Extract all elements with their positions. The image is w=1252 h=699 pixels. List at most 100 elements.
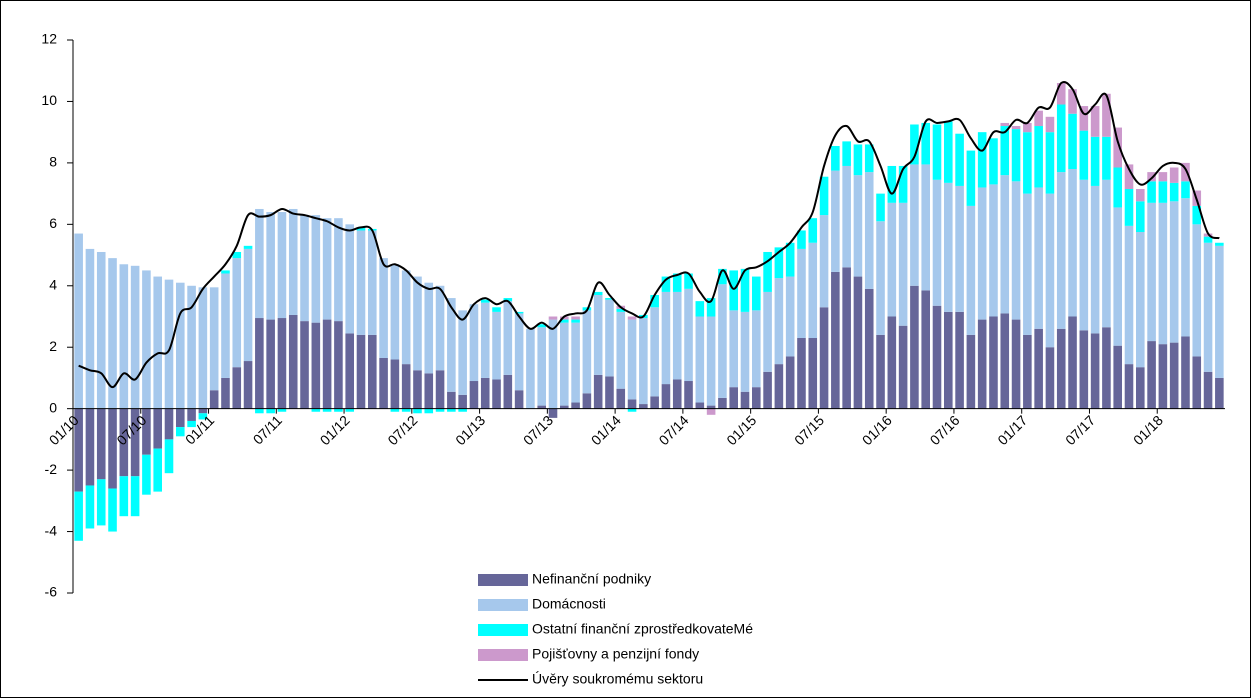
bar-segment [537, 324, 546, 328]
bar-segment [277, 408, 287, 412]
bar-segment [1136, 367, 1145, 409]
bar-segment [1034, 110, 1043, 127]
bar-segment [1023, 122, 1032, 133]
bar-segment [130, 265, 140, 409]
bar-segment [1045, 116, 1055, 133]
bar-segment [153, 408, 162, 449]
bar-segment [1124, 225, 1134, 365]
bar-segment [288, 314, 298, 409]
bar-segment [853, 175, 863, 277]
bar-segment [1000, 175, 1010, 314]
bar-segment [198, 413, 208, 420]
legend-label: Domácnosti [532, 596, 606, 612]
bar-segment [819, 307, 829, 409]
bar-segment [142, 454, 151, 495]
bar-segment [955, 133, 964, 186]
bar-segment [1147, 172, 1156, 182]
bar-segment [1023, 193, 1032, 335]
bar-segment [785, 242, 795, 277]
bar-segment [1169, 342, 1179, 409]
bar-segment [458, 408, 467, 412]
bar-segment [752, 310, 761, 388]
bar-segment [763, 251, 772, 292]
bar-segment [390, 408, 400, 412]
bar-segment [232, 251, 242, 259]
bar-segment [898, 325, 908, 409]
bar-segment [503, 374, 513, 409]
bar-segment [447, 408, 456, 412]
bar-segment [390, 264, 400, 360]
bar-segment [1147, 181, 1156, 203]
bar-segment [853, 276, 863, 409]
bar-segment [1181, 162, 1190, 182]
bar-segment [1079, 130, 1089, 180]
bar-segment [537, 327, 546, 406]
bar-segment [334, 321, 343, 409]
bar-segment [209, 390, 219, 409]
bar-segment [119, 264, 129, 409]
bar-segment [401, 364, 411, 409]
y-tick-label: 10 [41, 92, 57, 108]
bar-segment [966, 205, 976, 335]
bar-segment [593, 294, 603, 375]
y-tick-label: -6 [45, 584, 58, 600]
bar-segment [96, 479, 106, 526]
bar-segment [96, 408, 106, 480]
bar-segment [164, 279, 174, 409]
bar-segment [695, 402, 705, 409]
bar-segment [819, 215, 829, 308]
bar-segment [424, 408, 434, 414]
bar-segment [1034, 126, 1043, 188]
bar-segment [1000, 122, 1010, 127]
bar-segment [864, 144, 874, 173]
bar-segment [96, 251, 106, 409]
bar-segment [1215, 377, 1224, 409]
bar-segment [1079, 106, 1089, 131]
bar-segment [560, 405, 569, 409]
bar-segment [130, 408, 140, 477]
bar-segment [514, 313, 524, 391]
bar-segment [977, 132, 987, 188]
y-tick-label: 0 [49, 399, 57, 415]
bar-segment [605, 298, 614, 300]
bar-segment [729, 387, 738, 409]
bar-segment [243, 248, 253, 362]
bar-segment [616, 311, 626, 389]
bar-segment [1023, 132, 1032, 194]
bar-segment [1090, 136, 1100, 186]
bar-segment [898, 202, 908, 326]
bar-segment [221, 377, 230, 409]
bar-segment [447, 391, 456, 409]
bar-segment [842, 141, 851, 166]
bar-segment [763, 371, 772, 409]
bar-segment [740, 391, 750, 409]
bar-segment [831, 145, 840, 171]
bar-segment [910, 285, 919, 409]
bar-segment [537, 405, 546, 409]
bar-segment [288, 208, 298, 315]
bar-segment [153, 276, 162, 409]
bar-segment [831, 271, 840, 409]
bar-segment [368, 334, 377, 409]
bar-segment [1045, 193, 1055, 348]
bar-segment [977, 187, 987, 320]
bar-segment [605, 376, 614, 409]
bar-segment [85, 485, 95, 529]
bar-segment [1011, 181, 1021, 320]
bar-segment [842, 165, 851, 268]
bar-segment [966, 150, 976, 206]
bar-segment [1124, 189, 1134, 226]
bar-segment [1056, 172, 1066, 329]
bar-segment [243, 245, 253, 249]
bar-segment [198, 408, 208, 414]
bar-segment [1203, 371, 1213, 409]
bar-segment [932, 305, 942, 409]
bar-segment [1147, 202, 1156, 342]
bar-segment [514, 311, 524, 314]
bar-segment [334, 218, 343, 322]
bar-segment [650, 294, 659, 308]
bar-segment [706, 408, 716, 415]
bar-segment [605, 299, 614, 377]
legend-swatch [478, 649, 528, 661]
